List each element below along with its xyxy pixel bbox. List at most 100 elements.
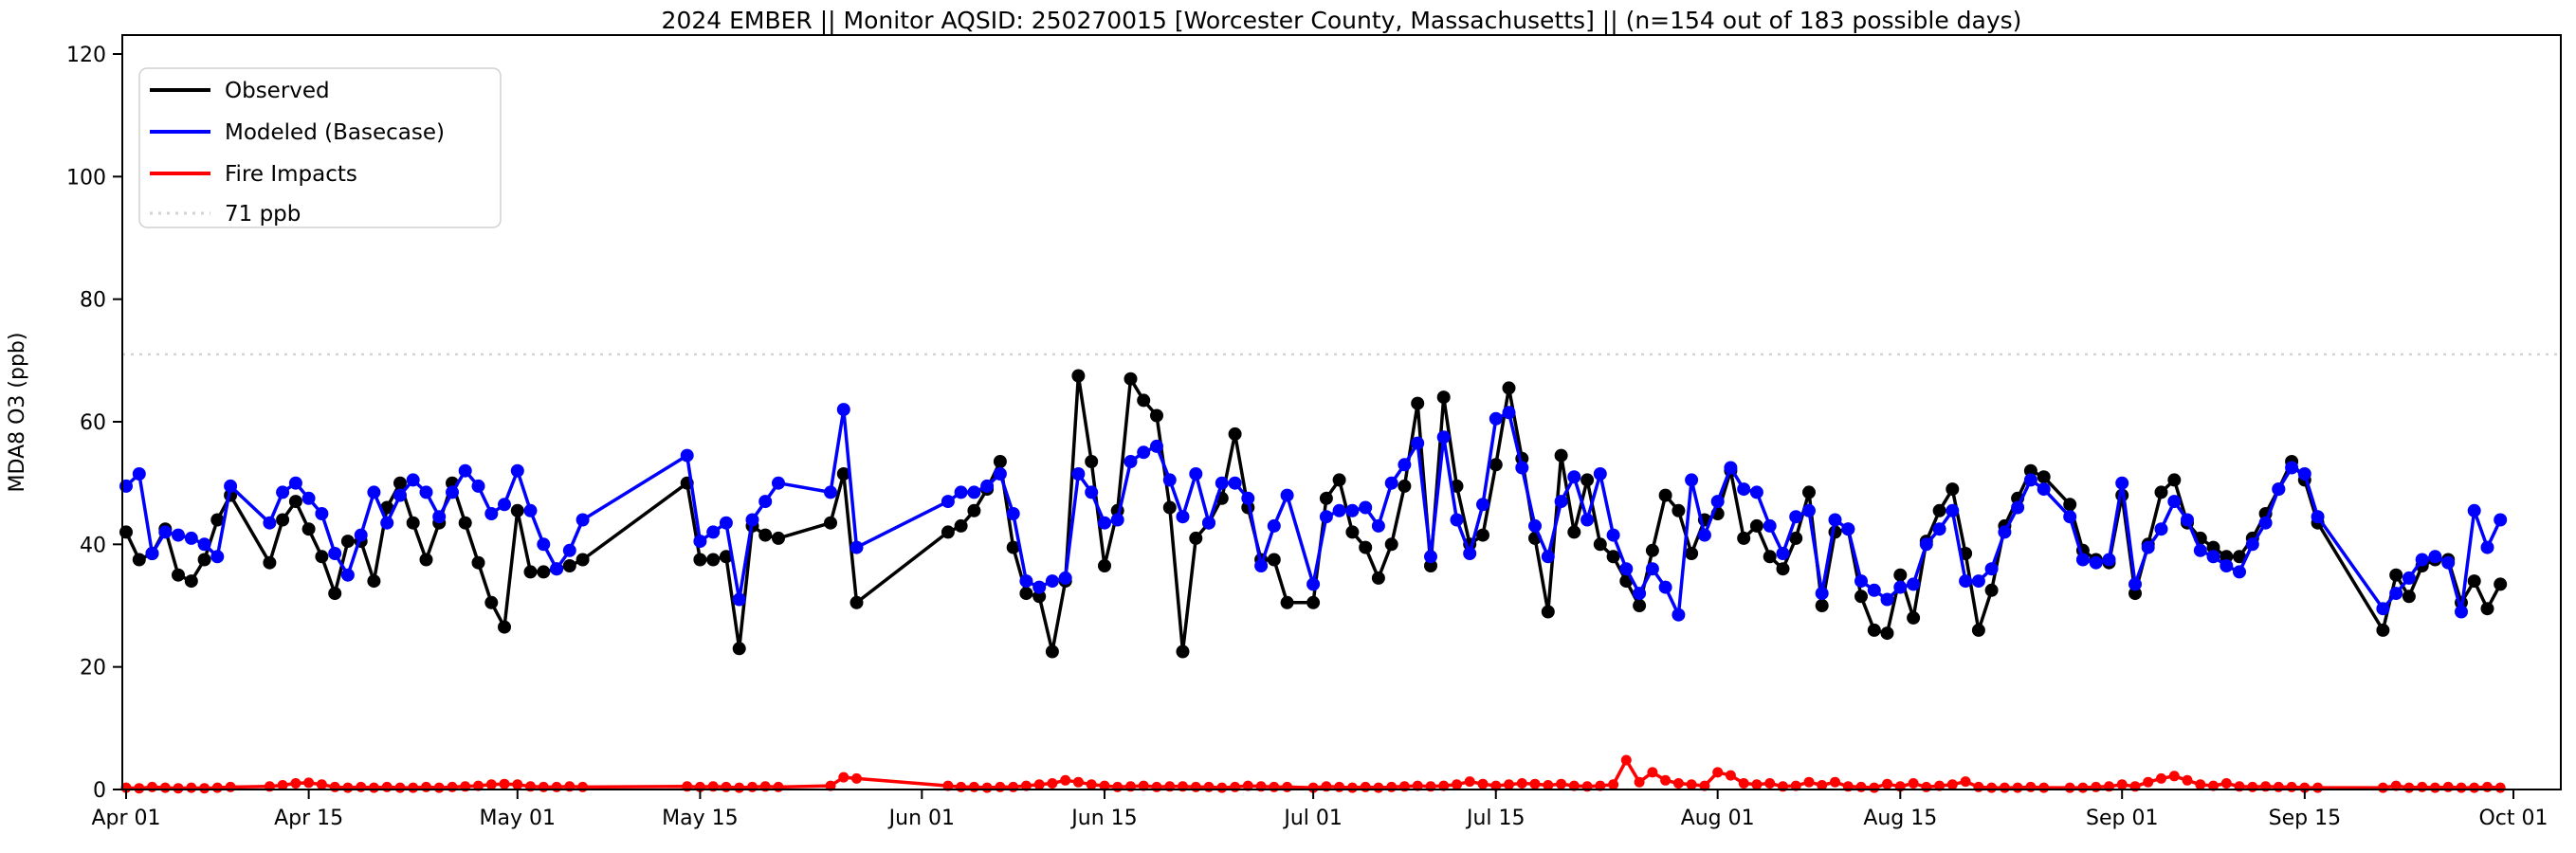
data-point <box>1071 467 1086 481</box>
data-point <box>1412 780 1423 791</box>
data-point <box>1006 540 1020 554</box>
data-point <box>458 516 472 530</box>
data-point <box>1932 522 1946 536</box>
data-point <box>2402 590 2416 604</box>
data-point <box>1830 776 1840 788</box>
data-point <box>941 495 955 509</box>
data-point <box>1502 406 1516 420</box>
data-point <box>393 476 407 490</box>
data-point <box>1203 781 1215 792</box>
data-point <box>772 476 785 490</box>
data-point <box>315 507 329 520</box>
data-point <box>1189 467 1203 481</box>
data-point <box>1032 580 1047 594</box>
data-point <box>1593 537 1607 552</box>
data-point <box>1398 458 1412 472</box>
data-point <box>1529 778 1541 789</box>
data-point <box>2494 782 2506 793</box>
data-point <box>184 531 198 545</box>
data-point <box>290 778 301 789</box>
data-point <box>132 467 146 481</box>
data-point <box>942 780 954 791</box>
data-point <box>2128 577 2142 591</box>
data-point <box>172 568 185 582</box>
data-point <box>1424 550 1437 564</box>
data-point <box>1306 595 1321 609</box>
data-point <box>824 485 837 499</box>
data-point <box>1541 605 1555 619</box>
data-point <box>1436 430 1451 445</box>
data-point <box>1124 455 1138 468</box>
data-point <box>1099 780 1110 791</box>
data-point <box>719 550 733 564</box>
data-point <box>2455 605 2468 619</box>
data-point <box>1543 780 1554 790</box>
data-point <box>745 513 759 527</box>
data-point <box>1658 580 1672 594</box>
data-point <box>1267 553 1281 567</box>
data-point <box>1008 781 1019 792</box>
data-point <box>954 485 968 499</box>
data-point <box>706 525 721 539</box>
data-point <box>1882 778 1892 789</box>
data-point <box>1086 779 1097 790</box>
data-point <box>1973 781 1984 792</box>
data-point <box>340 535 355 549</box>
data-point <box>2245 537 2259 552</box>
data-point <box>184 574 198 589</box>
data-point <box>2128 587 2142 601</box>
data-point <box>1541 550 1555 564</box>
data-point <box>825 780 836 791</box>
data-point <box>1346 782 1358 793</box>
data-point <box>1137 393 1151 408</box>
data-point <box>2167 473 2182 487</box>
data-point <box>2102 553 2116 567</box>
data-point <box>303 777 315 789</box>
data-point <box>1215 476 1229 490</box>
data-point <box>1360 781 1371 792</box>
data-point <box>1737 531 1751 545</box>
plot-area: Apr 01 Apr 15 May 01 May 15 Jun 01 Jun 15 Jul … <box>66 34 2562 830</box>
data-point <box>1645 562 1659 576</box>
data-point <box>1345 503 1360 517</box>
data-point <box>315 550 329 564</box>
data-point <box>2441 555 2456 570</box>
data-point <box>406 473 420 487</box>
data-point <box>732 642 746 656</box>
data-point <box>1047 778 1058 789</box>
data-point <box>1373 782 1384 793</box>
data-point <box>1580 513 1595 527</box>
data-point <box>211 782 223 793</box>
data-point <box>967 485 981 499</box>
data-point <box>2193 543 2207 557</box>
data-point <box>1476 528 1489 542</box>
data-point <box>2037 482 2051 497</box>
data-point <box>1738 778 1749 789</box>
data-point <box>276 513 290 527</box>
data-point <box>956 781 967 792</box>
data-point <box>551 781 562 792</box>
data-point <box>1502 381 1516 395</box>
data-point <box>1749 485 1763 499</box>
series-observed <box>119 369 2508 659</box>
data-point <box>419 553 433 567</box>
data-point <box>836 403 850 417</box>
y-tick-label: 120 <box>66 44 106 67</box>
data-point <box>356 781 367 792</box>
data-point <box>772 531 785 545</box>
data-point <box>1489 411 1503 426</box>
data-point <box>1019 574 1033 589</box>
data-point <box>1386 781 1398 792</box>
data-point <box>1371 571 1385 585</box>
data-point <box>1332 503 1346 517</box>
data-point <box>1645 543 1659 557</box>
data-point <box>2402 571 2416 585</box>
data-point <box>1306 577 1321 591</box>
y-tick-label: 0 <box>93 779 106 803</box>
data-point <box>2376 602 2390 616</box>
data-point <box>447 781 458 792</box>
x-tick-label: Jun 01 <box>887 807 955 830</box>
data-point <box>1359 540 1373 554</box>
data-point <box>2167 495 2182 509</box>
